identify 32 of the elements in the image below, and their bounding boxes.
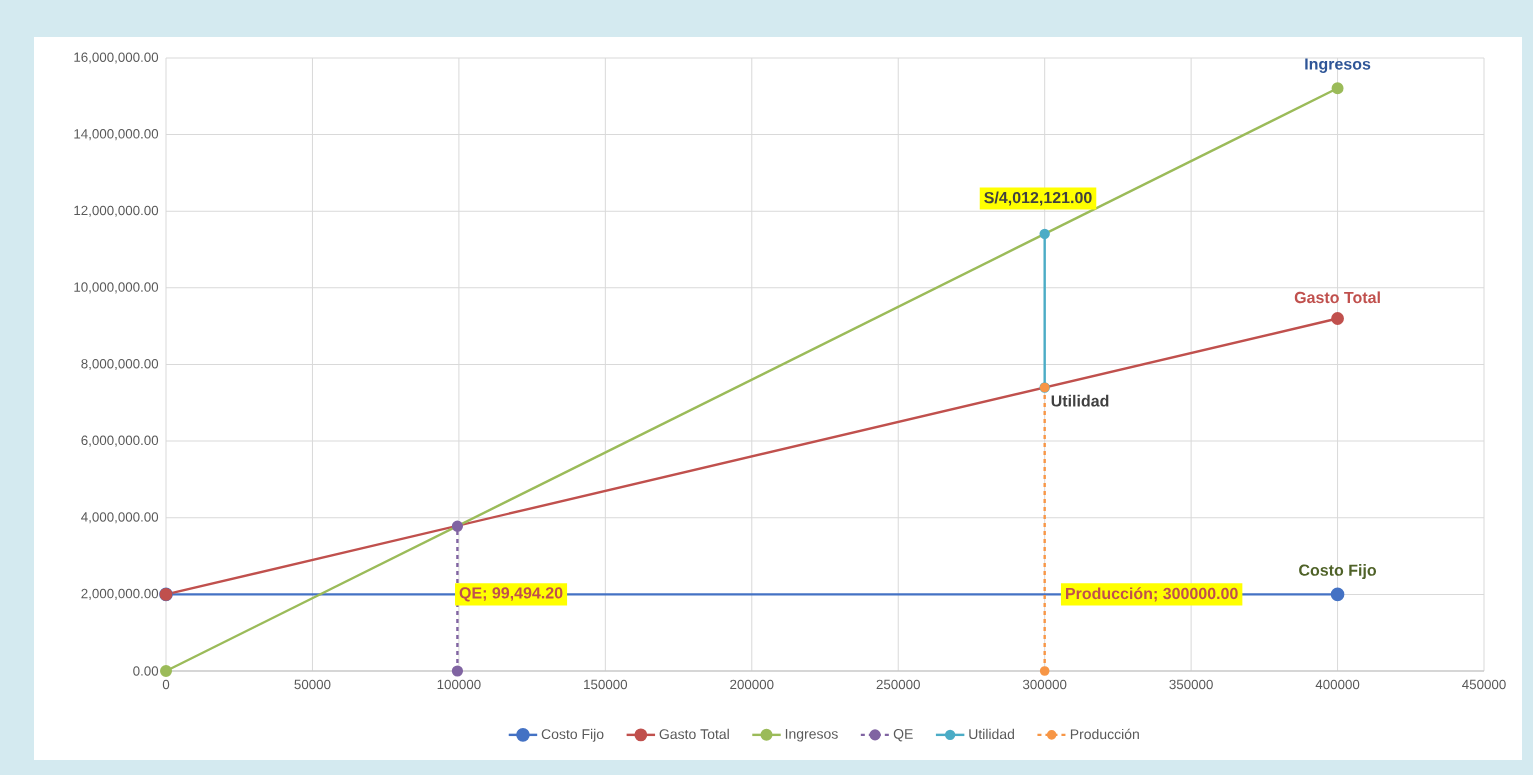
y-tick-label: 16,000,000.00: [74, 52, 159, 64]
x-tick-label: 300000: [1022, 679, 1067, 690]
annotation: Gasto Total: [1294, 291, 1380, 304]
legend-label: Gasto Total: [659, 728, 729, 740]
x-tick-label: 50000: [294, 679, 331, 690]
x-tick-label: 400000: [1315, 679, 1360, 690]
legend-label: Costo Fijo: [541, 728, 604, 742]
x-tick-label: 450000: [1462, 679, 1506, 690]
y-tick-label: 14,000,000.00: [74, 129, 159, 141]
annotation: Producción; 300000.00: [1066, 587, 1238, 602]
x-tick-label: 200000: [730, 679, 774, 690]
x-tick-label: 150000: [584, 679, 628, 690]
annotation: Utilidad: [1051, 394, 1109, 407]
x-tick-label: 0: [162, 679, 170, 690]
annotation: Costo Fijo: [1299, 564, 1377, 579]
y-tick-label: 12,000,000.00: [74, 205, 159, 217]
annotation: S/4,012,121.00: [984, 191, 1092, 206]
legend-label: Producción: [1070, 728, 1139, 740]
y-tick-label: 10,000,000.00: [74, 282, 159, 294]
y-tick-label: 8,000,000.00: [81, 358, 159, 371]
x-tick-label: 100000: [437, 679, 481, 690]
annotation: QE; 99,494.20: [459, 587, 563, 602]
legend-label: Ingresos: [785, 729, 838, 742]
legend-label: QE: [893, 728, 913, 742]
x-tick-label: 350000: [1169, 679, 1213, 690]
x-tick-label: 250000: [876, 679, 920, 690]
y-tick-label: 6,000,000.00: [81, 435, 159, 447]
y-tick-label: 4,000,000.00: [81, 512, 159, 524]
legend-label: Utilidad: [969, 728, 1014, 740]
y-tick-label: 2,000,000.00: [81, 588, 159, 600]
annotation: Ingresos: [1305, 58, 1371, 73]
y-tick-label: 0.00: [133, 666, 159, 676]
